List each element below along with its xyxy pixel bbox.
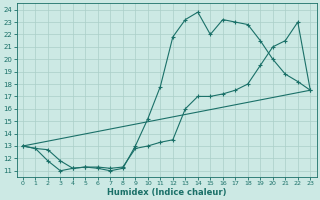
- X-axis label: Humidex (Indice chaleur): Humidex (Indice chaleur): [107, 188, 226, 197]
